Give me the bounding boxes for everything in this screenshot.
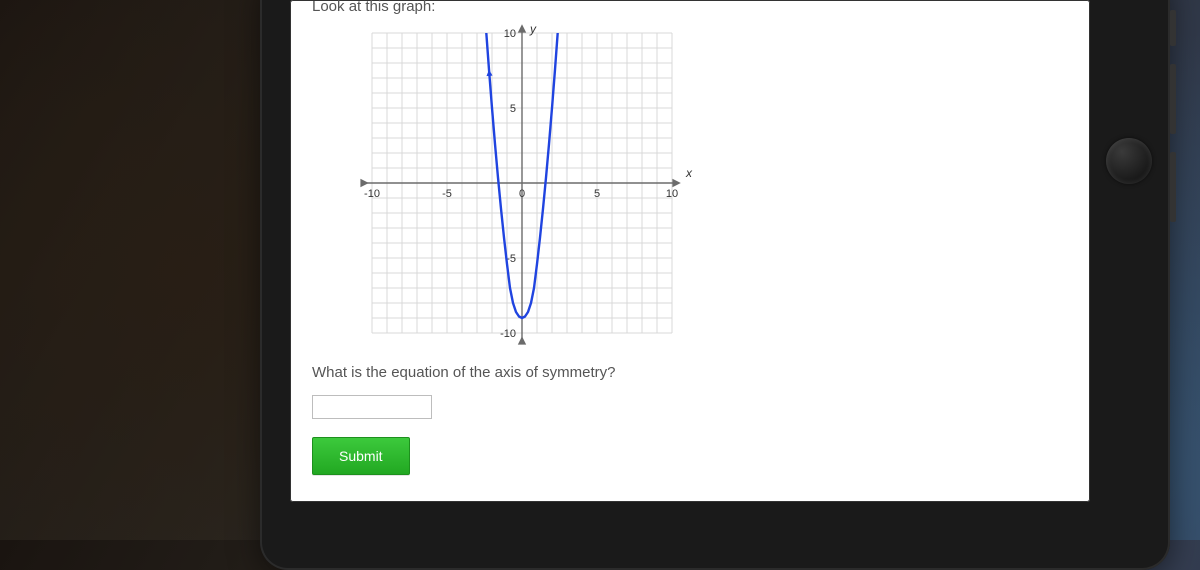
prompt-top-text: Look at this graph: [312, 0, 1068, 15]
tablet-side-buttons [1170, 10, 1176, 240]
svg-text:10: 10 [504, 28, 516, 40]
svg-text:-5: -5 [442, 188, 452, 200]
volume-down-button[interactable] [1170, 152, 1176, 222]
svg-text:-10: -10 [500, 328, 516, 340]
volume-up-button[interactable] [1170, 64, 1176, 134]
home-button[interactable] [1106, 138, 1152, 184]
svg-text:x: x [685, 166, 693, 180]
svg-text:5: 5 [510, 103, 516, 115]
prompt-bottom-text: What is the equation of the axis of symm… [312, 364, 1068, 381]
svg-text:0: 0 [519, 188, 525, 200]
svg-text:-10: -10 [364, 188, 380, 200]
parabola-chart: -10-50510-10-5510xy [342, 21, 702, 345]
tablet-screen: Look at this graph: -10-50510-10-5510xy … [290, 0, 1090, 502]
svg-text:5: 5 [594, 188, 600, 200]
svg-text:y: y [529, 22, 537, 36]
tablet-shell: Look at this graph: -10-50510-10-5510xy … [260, 0, 1170, 570]
answer-input[interactable] [312, 395, 432, 419]
power-button[interactable] [1170, 10, 1176, 46]
graph-container: -10-50510-10-5510xy [342, 21, 1068, 350]
svg-text:10: 10 [666, 188, 678, 200]
submit-button[interactable]: Submit [312, 437, 410, 475]
exercise-content: Look at this graph: -10-50510-10-5510xy … [290, 0, 1090, 475]
